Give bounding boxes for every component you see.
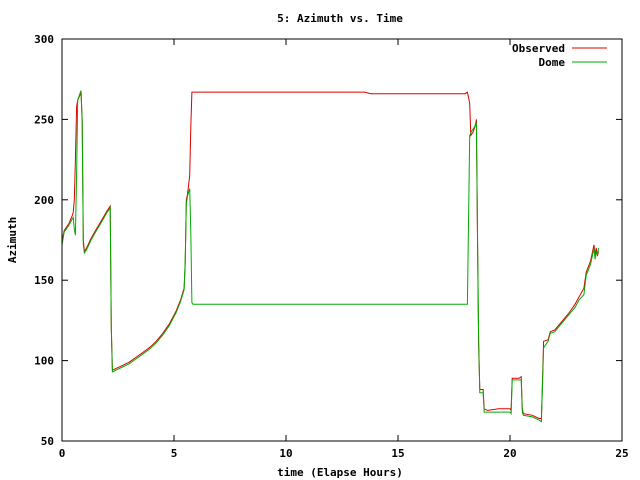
legend-label-observed: Observed [512,42,565,55]
x-tick-label: 20 [503,447,516,460]
ticks-layer: 0 5 10 15 20 25 50 100 150 200 250 300 [34,33,629,460]
x-tick-label: 0 [59,447,66,460]
y-tick-label: 50 [41,435,54,448]
y-tick-label: 250 [34,113,54,126]
series-layer [61,90,599,423]
series-line-observed [61,91,599,419]
legend: Observed Dome [512,42,607,69]
chart-title: 5: Azimuth vs. Time [277,12,403,25]
x-tick-label: 5 [171,447,178,460]
y-tick-label: 100 [34,355,54,368]
series-line-dome [61,90,599,423]
x-tick-label: 15 [391,447,404,460]
legend-label-dome: Dome [539,56,566,69]
y-tick-label: 150 [34,274,54,287]
x-tick-label: 25 [615,447,628,460]
y-axis-label: Azimuth [6,217,19,263]
y-tick-label: 300 [34,33,54,46]
plot-frame [61,38,623,442]
y-tick-label: 200 [34,194,54,207]
x-axis-label: time (Elapse Hours) [277,466,403,479]
x-tick-label: 10 [279,447,292,460]
